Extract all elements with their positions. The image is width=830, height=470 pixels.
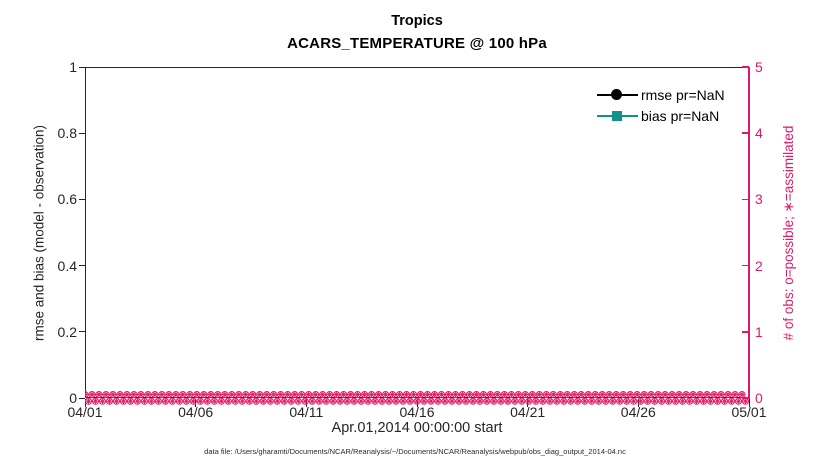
x-tick-label: 04/26 <box>620 404 656 420</box>
obs-count-marker-band <box>85 391 749 405</box>
x-tick-label: 04/11 <box>289 404 324 420</box>
left-y-tick-label: 0 <box>69 390 77 406</box>
left-y-tick-label: 0.6 <box>57 191 77 208</box>
left-y-tick-label: 0.2 <box>57 323 77 340</box>
x-tick <box>748 399 750 407</box>
right-y-tick <box>742 198 749 201</box>
right-axis-line <box>748 67 750 399</box>
right-y-tick-label: 3 <box>755 191 763 208</box>
circle-marker-icon <box>611 89 622 100</box>
x-tick-label: 04/06 <box>178 404 214 420</box>
left-y-tick-label: 0.4 <box>57 257 77 274</box>
plot-subtitle: ACARS_TEMPERATURE @ 100 hPa <box>287 35 547 52</box>
right-y-tick <box>742 66 749 68</box>
plot-area <box>85 67 749 398</box>
legend-label: bias pr=NaN <box>641 107 720 124</box>
left-y-tick <box>79 132 85 134</box>
left-y-tick <box>79 331 85 333</box>
x-tick-label: 04/16 <box>399 404 435 420</box>
x-tick <box>305 399 307 407</box>
left-y-tick <box>79 198 85 200</box>
left-y-tick <box>79 265 85 267</box>
square-marker-icon <box>612 110 622 121</box>
right-y-tick <box>742 331 749 333</box>
right-y-tick-label: 2 <box>755 257 763 274</box>
right-y-tick-label: 0 <box>755 390 763 406</box>
left-axis-label: rmse and bias (model - observation) <box>31 124 47 342</box>
x-tick-label: 05/01 <box>731 404 767 420</box>
x-tick-label: 04/21 <box>510 404 546 420</box>
right-y-tick <box>742 264 749 267</box>
plot-title: Tropics <box>391 13 443 29</box>
x-tick-label: 04/01 <box>67 404 103 420</box>
right-y-tick-label: 1 <box>755 323 763 340</box>
legend-item-circle: rmse pr=NaN <box>597 84 725 105</box>
left-y-tick-label: 0.8 <box>57 125 77 142</box>
right-y-tick <box>742 132 749 134</box>
left-y-tick-label: 1 <box>69 59 77 75</box>
rmse-line-sample <box>597 88 638 101</box>
right-y-tick-label: 4 <box>755 125 763 142</box>
left-y-tick <box>79 66 85 68</box>
x-axis-label: Apr.01,2014 00:00:00 start <box>331 420 503 436</box>
legend-label: rmse pr=NaN <box>641 86 725 103</box>
right-y-tick-label: 5 <box>755 59 763 75</box>
legend: rmse pr=NaN bias pr=NaN <box>597 84 725 126</box>
right-axis-label: # of obs: o=possible; ∗=assimilated <box>781 125 796 341</box>
left-y-tick <box>79 397 85 399</box>
legend-item-square: bias pr=NaN <box>597 105 725 126</box>
x-tick <box>84 399 86 407</box>
bias-line-sample <box>597 109 638 122</box>
data-file-note: data file: /Users/gharamti/Documents/NCA… <box>204 447 626 456</box>
